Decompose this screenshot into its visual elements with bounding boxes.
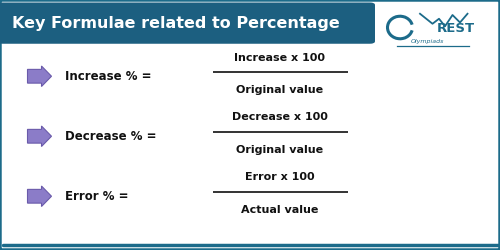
Text: Error x 100: Error x 100 xyxy=(245,172,315,182)
Text: Original value: Original value xyxy=(236,85,324,95)
Text: Original value: Original value xyxy=(236,145,324,155)
FancyArrow shape xyxy=(28,126,52,146)
Text: Error % =: Error % = xyxy=(65,190,132,203)
Text: Increase % =: Increase % = xyxy=(65,70,156,83)
Text: Olympiads: Olympiads xyxy=(411,39,444,44)
FancyBboxPatch shape xyxy=(0,2,375,44)
Text: REST: REST xyxy=(436,22,474,35)
FancyArrow shape xyxy=(28,66,52,86)
Text: Increase x 100: Increase x 100 xyxy=(234,52,326,62)
Text: Actual value: Actual value xyxy=(242,205,318,215)
FancyArrow shape xyxy=(28,186,52,206)
Text: Key Formulae related to Percentage: Key Formulae related to Percentage xyxy=(12,16,340,30)
Text: Decrease x 100: Decrease x 100 xyxy=(232,112,328,122)
Text: Decrease % =: Decrease % = xyxy=(65,130,160,143)
